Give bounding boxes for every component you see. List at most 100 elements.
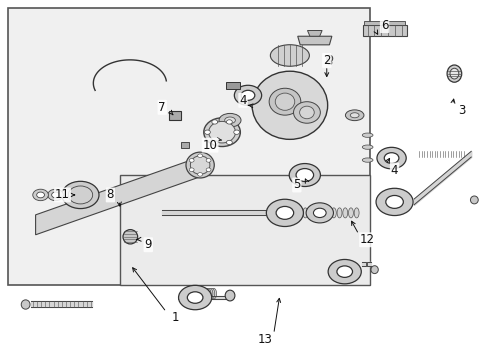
Bar xyxy=(364,21,404,25)
Polygon shape xyxy=(36,155,204,235)
Circle shape xyxy=(327,260,361,284)
Ellipse shape xyxy=(21,300,30,309)
Ellipse shape xyxy=(362,133,372,137)
Ellipse shape xyxy=(208,121,235,143)
Text: 11: 11 xyxy=(55,188,70,202)
Ellipse shape xyxy=(353,208,358,218)
Circle shape xyxy=(226,140,232,145)
Circle shape xyxy=(226,120,232,124)
Circle shape xyxy=(206,168,211,171)
Circle shape xyxy=(234,85,261,105)
Ellipse shape xyxy=(302,208,307,218)
Ellipse shape xyxy=(224,290,234,301)
Circle shape xyxy=(189,159,194,162)
Circle shape xyxy=(266,199,303,226)
Ellipse shape xyxy=(208,288,214,299)
Ellipse shape xyxy=(219,113,241,127)
Circle shape xyxy=(33,189,48,201)
Ellipse shape xyxy=(201,288,207,299)
Circle shape xyxy=(211,120,217,124)
Ellipse shape xyxy=(197,288,203,299)
Ellipse shape xyxy=(370,266,378,274)
Circle shape xyxy=(197,172,202,176)
Bar xyxy=(181,142,189,148)
Text: 1: 1 xyxy=(171,311,179,324)
Circle shape xyxy=(52,192,60,198)
Circle shape xyxy=(375,188,412,216)
Circle shape xyxy=(62,181,99,208)
Bar xyxy=(362,25,406,36)
Text: 3: 3 xyxy=(457,104,464,117)
Circle shape xyxy=(187,292,203,303)
Bar xyxy=(225,82,240,89)
Circle shape xyxy=(37,192,44,198)
Ellipse shape xyxy=(345,110,363,121)
Circle shape xyxy=(376,147,406,169)
Ellipse shape xyxy=(342,208,347,218)
Circle shape xyxy=(233,130,239,134)
Text: 5: 5 xyxy=(293,179,300,192)
Text: 12: 12 xyxy=(360,233,374,246)
Ellipse shape xyxy=(224,117,235,123)
Circle shape xyxy=(197,154,202,158)
Circle shape xyxy=(295,168,313,181)
Ellipse shape xyxy=(205,288,210,299)
Ellipse shape xyxy=(362,158,372,162)
Ellipse shape xyxy=(446,65,461,82)
Text: 8: 8 xyxy=(106,188,114,202)
Ellipse shape xyxy=(293,102,320,123)
Ellipse shape xyxy=(270,45,309,66)
Ellipse shape xyxy=(362,145,372,149)
Circle shape xyxy=(313,208,325,217)
Ellipse shape xyxy=(327,61,331,64)
Text: 6: 6 xyxy=(380,19,387,32)
Text: 7: 7 xyxy=(158,101,165,114)
Circle shape xyxy=(178,285,211,310)
Polygon shape xyxy=(297,36,331,45)
Text: 10: 10 xyxy=(202,139,217,152)
Ellipse shape xyxy=(203,288,209,299)
Ellipse shape xyxy=(123,230,137,244)
Ellipse shape xyxy=(319,208,324,218)
Circle shape xyxy=(72,189,89,201)
Circle shape xyxy=(288,163,320,186)
Ellipse shape xyxy=(348,208,353,218)
Circle shape xyxy=(336,266,352,278)
Ellipse shape xyxy=(299,106,314,119)
Circle shape xyxy=(385,195,403,208)
Text: 13: 13 xyxy=(257,333,272,346)
Circle shape xyxy=(189,168,194,171)
Circle shape xyxy=(305,203,333,223)
Ellipse shape xyxy=(349,113,358,118)
Ellipse shape xyxy=(210,288,216,299)
Ellipse shape xyxy=(190,156,209,174)
Ellipse shape xyxy=(71,190,94,200)
Bar xyxy=(8,8,369,285)
Ellipse shape xyxy=(185,152,214,178)
Ellipse shape xyxy=(308,208,313,218)
Circle shape xyxy=(211,140,217,145)
Ellipse shape xyxy=(199,288,205,299)
Ellipse shape xyxy=(469,196,477,204)
Ellipse shape xyxy=(268,88,300,115)
Ellipse shape xyxy=(314,208,319,218)
Ellipse shape xyxy=(336,208,341,218)
Ellipse shape xyxy=(331,208,336,218)
Circle shape xyxy=(48,189,63,201)
Bar xyxy=(120,175,369,285)
Circle shape xyxy=(204,130,210,134)
Circle shape xyxy=(68,186,92,204)
Text: 4: 4 xyxy=(239,94,246,107)
Text: 9: 9 xyxy=(144,238,152,251)
Text: 4: 4 xyxy=(390,163,398,176)
Ellipse shape xyxy=(326,55,332,62)
Circle shape xyxy=(384,153,398,163)
Ellipse shape xyxy=(449,68,458,79)
Ellipse shape xyxy=(275,93,294,110)
Bar xyxy=(169,111,181,120)
Ellipse shape xyxy=(252,71,327,139)
Ellipse shape xyxy=(325,208,330,218)
Polygon shape xyxy=(307,31,322,36)
Text: 2: 2 xyxy=(323,54,330,67)
Circle shape xyxy=(241,90,254,100)
